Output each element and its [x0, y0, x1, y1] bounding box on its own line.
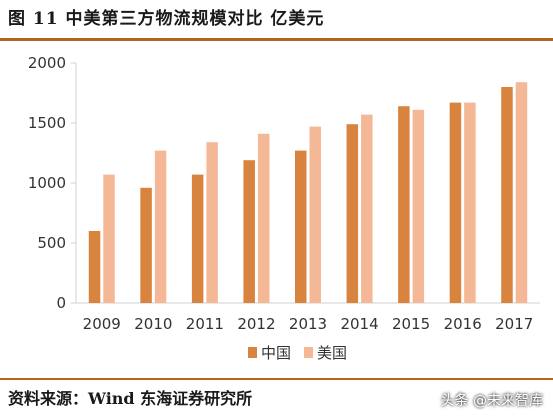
y-tick-label: 1500 [28, 114, 66, 132]
bar-chart: 0 500 1000 1500 2000 2009 2010 2011 2012 2013 2014… [28, 54, 540, 362]
x-tick-label: 2015 [392, 315, 430, 333]
x-tick-label: 2010 [134, 315, 172, 333]
bar-usa-2017 [515, 82, 528, 303]
bar-usa-2015 [412, 109, 425, 303]
legend-label-usa: 美国 [317, 344, 347, 362]
x-tick-label: 2011 [186, 315, 224, 333]
bar-china-2010 [140, 187, 152, 303]
bar-usa-2010 [154, 150, 167, 303]
bar-china-2017 [501, 87, 513, 303]
x-tick-label: 2016 [444, 315, 482, 333]
bottom-rule [0, 378, 553, 380]
legend-swatch-china [248, 347, 257, 358]
y-tick-label: 500 [37, 234, 66, 252]
x-tick-label: 2009 [83, 315, 121, 333]
bar-usa-2013 [309, 126, 321, 303]
bar-usa-2012 [257, 133, 270, 303]
legend-swatch-usa [304, 347, 313, 358]
legend-label-china: 中国 [261, 344, 291, 362]
y-tick-label: 2000 [28, 54, 66, 72]
source-note: 资料来源：Wind 东海证券研究所 [8, 389, 253, 408]
bar-usa-2009 [103, 174, 115, 303]
bar-usa-2011 [206, 142, 218, 303]
bar-china-2011 [191, 174, 204, 303]
x-tick-label: 2013 [289, 315, 327, 333]
bar-usa-2014 [361, 114, 373, 303]
bar-china-2013 [295, 150, 307, 303]
x-tick-label: 2017 [495, 315, 533, 333]
bar-china-2016 [449, 102, 462, 303]
x-tick-label: 2012 [237, 315, 275, 333]
bar-china-2015 [398, 106, 410, 303]
bar-china-2012 [243, 160, 255, 303]
bar-china-2014 [346, 124, 359, 303]
watermark: 头条 @未来智库 [440, 393, 543, 409]
bar-china-2009 [88, 231, 101, 303]
bar-usa-2016 [464, 102, 476, 303]
x-tick-label: 2014 [340, 315, 378, 333]
y-tick-label: 0 [56, 294, 66, 312]
top-rule [0, 38, 553, 41]
figure-title: 图 11 中美第三方物流规模对比 亿美元 [8, 9, 325, 29]
y-tick-label: 1000 [28, 174, 66, 192]
